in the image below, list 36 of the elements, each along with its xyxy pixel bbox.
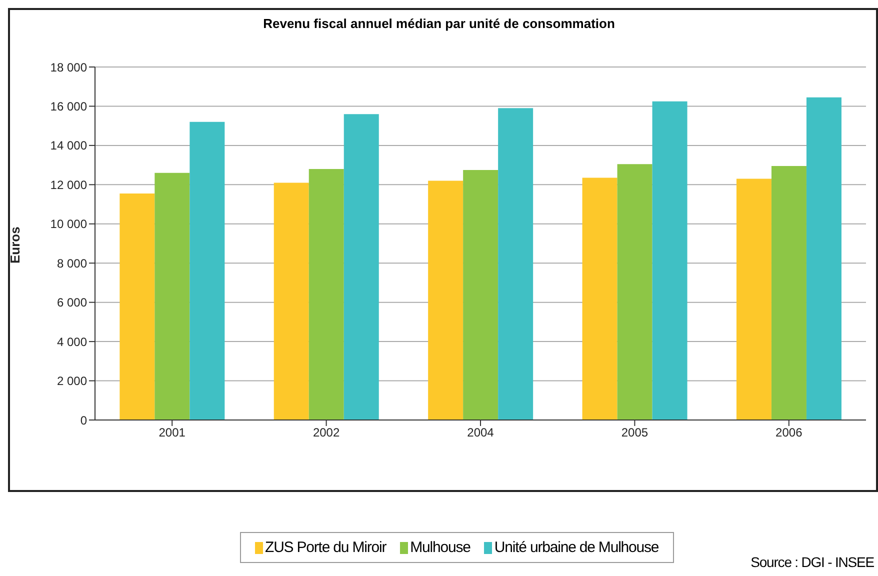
legend-label: Unité urbaine de Mulhouse	[494, 539, 659, 556]
y-tick-label: 16 000	[50, 99, 88, 114]
bar	[154, 172, 190, 420]
y-tick-label: 18 000	[50, 60, 88, 74]
bar	[617, 164, 652, 420]
x-tick-label: 2002	[312, 426, 340, 440]
source-note: Source : DGI - INSEE	[750, 554, 874, 570]
bar	[274, 182, 309, 420]
chart-title: Revenu fiscal annuel médian par unité de consommation	[262, 16, 616, 31]
y-tick-label: 6 000	[56, 296, 88, 310]
y-axis-title: Euros	[8, 226, 23, 264]
bar	[344, 114, 379, 420]
bar	[190, 122, 225, 420]
y-tick-label: 0	[80, 413, 88, 428]
x-tick-label: 2001	[158, 426, 186, 440]
y-tick-label: 10 000	[50, 217, 88, 232]
y-tick-label: 8 000	[56, 256, 88, 270]
x-tick-label: 2005	[621, 426, 648, 440]
legend-label: Mulhouse	[410, 539, 470, 556]
bar	[652, 101, 688, 420]
bar	[498, 108, 534, 420]
y-tick-label: 4 000	[56, 334, 88, 349]
bar	[120, 193, 155, 420]
bar	[771, 166, 806, 420]
bar	[428, 180, 464, 420]
bar	[806, 97, 842, 420]
bar	[582, 178, 618, 420]
y-tick-label: 12 000	[50, 178, 88, 192]
x-tick-label: 2006	[776, 426, 803, 440]
y-tick-label: 2 000	[56, 374, 88, 388]
x-tick-label: 2004	[467, 426, 494, 440]
bar	[463, 170, 498, 420]
y-tick-label: 14 000	[50, 138, 88, 153]
bar	[308, 168, 344, 420]
legend-label: ZUS Porte du Miroir	[265, 539, 386, 556]
bar	[736, 178, 772, 420]
